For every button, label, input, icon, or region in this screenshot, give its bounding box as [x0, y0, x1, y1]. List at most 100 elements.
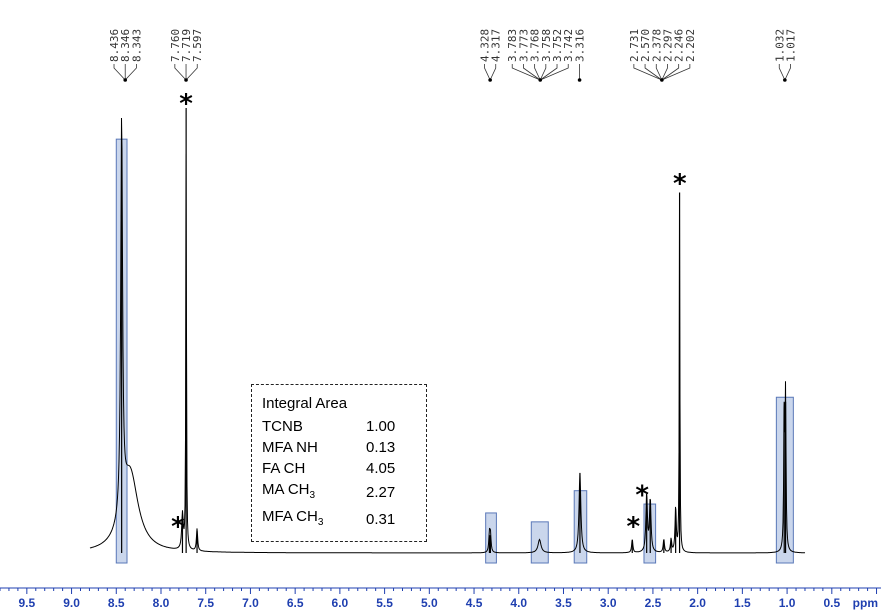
peak-label-node [488, 78, 492, 82]
x-tick-label: 7.0 [242, 596, 259, 610]
peak-label-connector [644, 64, 663, 81]
integral-name: FA CH [262, 460, 306, 477]
x-tick-label: 5.0 [421, 596, 438, 610]
integral-name-subscript: 3 [309, 490, 316, 501]
peak-label-connector [661, 64, 668, 81]
peak-label-connector [174, 64, 187, 81]
integral-value: 0.13 [366, 439, 396, 456]
integral-row: MFA NH 0.13 [262, 437, 395, 458]
peak-label: 4.317 [490, 29, 503, 62]
peak-label: 3.752 [551, 29, 564, 62]
integral-name: MA CH3 [262, 481, 316, 501]
peak-label-connector [655, 64, 663, 81]
highlight-boxes [115, 138, 794, 564]
peak-label-node [783, 78, 787, 82]
peak-label: 3.773 [517, 29, 530, 62]
integral-name: MFA CH3 [262, 508, 324, 528]
peak-label: 1.017 [784, 29, 797, 62]
peak-label: 7.760 [169, 29, 182, 62]
peak-label: 3.316 [574, 29, 587, 62]
peak-label-connector [484, 64, 491, 81]
peak-label-connector [539, 64, 558, 81]
peak-label: 2.570 [639, 29, 652, 62]
x-tick-label: 2.5 [645, 596, 662, 610]
peak-label: 3.758 [540, 29, 553, 62]
integral-value: 1.00 [366, 418, 396, 435]
impurity-marker: * [171, 512, 185, 542]
peak-label: 2.378 [650, 29, 663, 62]
peak-label: 2.731 [628, 29, 641, 62]
x-tick-label: 8.0 [153, 596, 170, 610]
impurity-marker: * [673, 169, 687, 199]
x-tick-label: 9.0 [63, 596, 80, 610]
peak-label-node [123, 78, 128, 82]
x-tick-label: 8.5 [108, 596, 125, 610]
peak-label-connector [534, 64, 541, 81]
integral-row: TCNB 1.00 [262, 416, 395, 437]
peak-label: 8.346 [119, 29, 132, 62]
integral-table: TCNB 1.00 MFA NH 0.13 FA CH 4.05 MA CH3 2.27 MFA… [262, 416, 395, 533]
peak-label-connector [661, 64, 691, 81]
peak-label-connector [778, 64, 786, 81]
integral-row: FA CH 4.05 [262, 458, 395, 479]
peak-label-connector [511, 64, 541, 81]
x-tick-label: 4.0 [510, 596, 527, 610]
x-tick-label: 4.5 [466, 596, 483, 610]
peak-label: 4.328 [479, 29, 492, 62]
ppm-axis: 9.5 9.0 8.5 8.0 7.5 7.0 6.5 6.0 5.5 5.0 4.5 4.0 3.5 3… [0, 587, 881, 610]
peak-label: 8.343 [130, 29, 143, 62]
peak-label-connector [661, 64, 680, 81]
x-tick-label: 1.0 [779, 596, 796, 610]
peak-label: 3.742 [562, 29, 575, 62]
integral-title: Integral Area [262, 395, 348, 412]
peak-label-node [577, 78, 582, 82]
peak-label-connector [539, 64, 547, 81]
integral-value: 4.05 [366, 460, 396, 477]
integral-area-legend: Integral Area TCNB 1.00 MFA NH 0.13 FA CH 4.0… [251, 384, 427, 542]
peak-label-connector [113, 64, 126, 81]
x-tick-label: 0.5 [823, 596, 840, 610]
highlight-box [530, 521, 549, 564]
peak-label-node [538, 78, 543, 82]
peak-label-connector [633, 64, 663, 81]
peak-label-connector [489, 64, 497, 81]
peak-label-connector [124, 64, 137, 81]
impurity-markers: ** *** [171, 89, 687, 542]
x-tick-label: 1.5 [734, 596, 751, 610]
x-tick-label: 7.5 [197, 596, 214, 610]
peak-label: 7.597 [191, 29, 204, 62]
peak-label-connector [784, 64, 791, 81]
peak-label: 7.719 [180, 29, 193, 62]
x-tick-label: 2.0 [689, 596, 706, 610]
peak-label: 3.768 [529, 29, 542, 62]
x-tick-label: 3.5 [555, 596, 572, 610]
integral-value: 0.31 [366, 511, 396, 528]
impurity-marker: * [179, 89, 193, 119]
impurity-marker: * [635, 481, 649, 511]
peak-label: 2.297 [661, 29, 674, 62]
integral-name: TCNB [262, 418, 303, 435]
peak-label: 1.032 [773, 29, 786, 62]
impurity-marker: * [626, 512, 640, 542]
trace-layer [89, 108, 806, 554]
x-tick-label: 3.0 [600, 596, 617, 610]
peak-label-connector [185, 64, 198, 81]
peak-label-connector [540, 64, 569, 81]
peak-label-connector [523, 64, 541, 81]
x-tick-label: 6.0 [332, 596, 349, 610]
peak-label-node [660, 78, 664, 82]
x-tick-label: 5.5 [376, 596, 393, 610]
integral-name-subscript: 3 [317, 517, 324, 528]
x-axis-unit-label: ppm [853, 596, 878, 610]
integral-row: MA CH3 2.27 [262, 479, 395, 506]
peak-label: 8.436 [108, 29, 121, 62]
integral-value: 2.27 [366, 484, 396, 501]
peak-label: 3.783 [506, 29, 519, 62]
peak-label: 2.202 [684, 29, 697, 62]
integral-name: MFA NH [262, 439, 318, 456]
x-tick-label: 6.5 [287, 596, 304, 610]
peak-label: 2.246 [673, 29, 686, 62]
integral-row: MFA CH3 0.31 [262, 506, 395, 533]
